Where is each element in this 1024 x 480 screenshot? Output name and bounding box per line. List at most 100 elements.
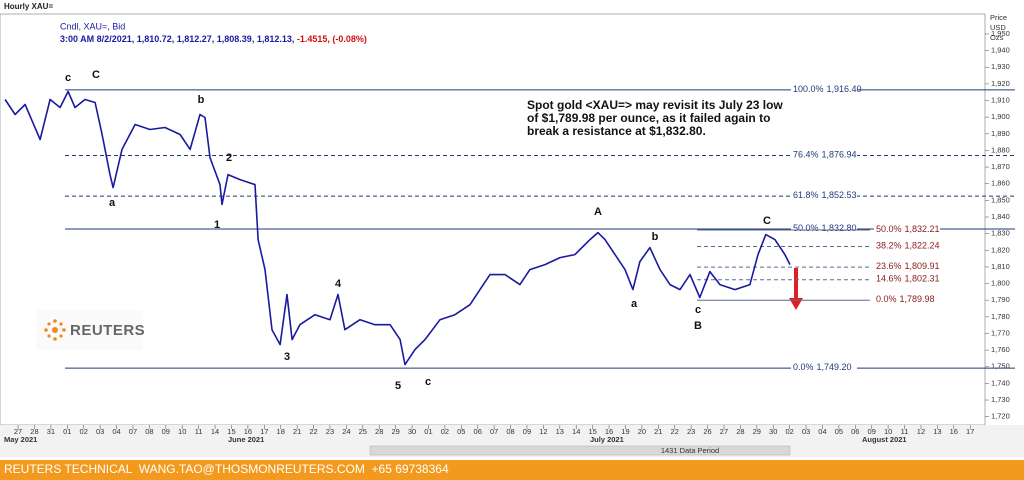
wave-label: 4 bbox=[335, 278, 342, 290]
x-tick-label: 16 bbox=[244, 427, 252, 436]
fib-label: 0.0% 1,749.20 bbox=[793, 362, 852, 372]
data-period-bar bbox=[369, 445, 791, 456]
fib-label: 100.0% 1,916.40 bbox=[793, 84, 862, 94]
wave-label: 1 bbox=[214, 219, 220, 231]
x-tick-label: 05 bbox=[835, 427, 843, 436]
fib-price: 1,802.31 bbox=[905, 274, 940, 284]
x-tick-label: 08 bbox=[506, 427, 514, 436]
fib-pct: 76.4% bbox=[793, 150, 819, 160]
x-tick-label: 08 bbox=[145, 427, 153, 436]
x-tick-label: 20 bbox=[638, 427, 646, 436]
wave-label: b bbox=[652, 231, 659, 243]
legend-quote-values: 3:00 AM 8/2/2021, 1,810.72, 1,812.27, 1,… bbox=[60, 34, 294, 44]
fib-pct: 0.0% bbox=[793, 362, 814, 372]
x-tick-label: 28 bbox=[30, 427, 38, 436]
x-tick-label: 22 bbox=[309, 427, 317, 436]
y-tick-label: 1,800 bbox=[991, 279, 1010, 288]
y-tick-label: 1,930 bbox=[991, 62, 1010, 71]
legend-quote: 3:00 AM 8/2/2021, 1,810.72, 1,812.27, 1,… bbox=[60, 34, 367, 44]
fib-pct: 61.8% bbox=[793, 191, 819, 201]
x-tick-label: 21 bbox=[293, 427, 301, 436]
x-tick-label: 28 bbox=[736, 427, 744, 436]
x-tick-label: 25 bbox=[359, 427, 367, 436]
y-tick-label: 1,880 bbox=[991, 145, 1010, 154]
x-tick-label: 05 bbox=[457, 427, 465, 436]
wave-label: b bbox=[198, 94, 205, 106]
fib-price: 1,852.53 bbox=[822, 191, 857, 201]
wave-label: a bbox=[109, 197, 116, 209]
fib-label: 50.0% 1,832.80 bbox=[793, 223, 857, 233]
x-tick-label: 23 bbox=[687, 427, 695, 436]
x-tick-label: 13 bbox=[933, 427, 941, 436]
fib-pct: 100.0% bbox=[793, 84, 824, 94]
y-tick-label: 1,780 bbox=[991, 312, 1010, 321]
x-tick-label: 30 bbox=[408, 427, 416, 436]
wave-label: 5 bbox=[395, 380, 401, 392]
y-tick-label: 1,870 bbox=[991, 162, 1010, 171]
x-tick-label: 27 bbox=[14, 427, 22, 436]
x-tick-label: 21 bbox=[654, 427, 662, 436]
x-tick-label: 31 bbox=[47, 427, 55, 436]
x-tick-label: 24 bbox=[342, 427, 350, 436]
x-tick-label: 07 bbox=[490, 427, 498, 436]
y-tick-label: 1,940 bbox=[991, 46, 1010, 55]
logo-dots bbox=[44, 319, 66, 341]
x-tick-label: 11 bbox=[195, 427, 203, 436]
x-tick-label: 19 bbox=[621, 427, 629, 436]
x-tick-label: 12 bbox=[539, 427, 547, 436]
fib-label-bg bbox=[791, 362, 857, 374]
legend-title: Cndl, XAU=, Bid bbox=[60, 21, 125, 31]
price-line bbox=[4, 90, 791, 366]
y-axis-label: USD bbox=[990, 23, 1006, 32]
fib-label-bg bbox=[874, 273, 940, 285]
x-tick-label: 22 bbox=[671, 427, 679, 436]
x-tick-label: 02 bbox=[441, 427, 449, 436]
fib-pct: 38.2% bbox=[876, 241, 902, 251]
fib-label-bg bbox=[791, 83, 857, 95]
fib-price: 1,809.91 bbox=[905, 261, 940, 271]
fib-pct: 23.6% bbox=[876, 261, 902, 271]
fib-pct: 14.6% bbox=[876, 274, 902, 284]
x-tick-label: 12 bbox=[917, 427, 925, 436]
x-tick-label: 26 bbox=[703, 427, 711, 436]
wave-label: C bbox=[92, 69, 100, 81]
fib-price: 1,832.80 bbox=[822, 223, 857, 233]
y-tick-label: 1,950 bbox=[991, 29, 1010, 38]
wave-label: a bbox=[631, 298, 638, 310]
month-label: August 2021 bbox=[862, 435, 907, 444]
fib-pct: 50.0% bbox=[793, 223, 819, 233]
fib-price: 1,832.21 bbox=[905, 224, 940, 234]
y-tick-label: 1,910 bbox=[991, 96, 1010, 105]
x-tick-label: 29 bbox=[753, 427, 761, 436]
fib-pct: 0.0% bbox=[876, 295, 897, 305]
x-tick-label: 03 bbox=[802, 427, 810, 436]
fib-price: 1,749.20 bbox=[817, 362, 852, 372]
y-tick-label: 1,840 bbox=[991, 212, 1010, 221]
fib-label: 50.0% 1,832.21 bbox=[876, 224, 940, 234]
x-tick-label: 06 bbox=[474, 427, 482, 436]
month-label: July 2021 bbox=[590, 435, 624, 444]
fib-label-bg bbox=[791, 149, 857, 161]
fib-label: 61.8% 1,852.53 bbox=[793, 191, 857, 201]
y-axis-label: Ozs bbox=[990, 33, 1004, 42]
annotation: of $1,789.98 per ounce, as it failed aga… bbox=[527, 111, 770, 125]
x-tick-label: 09 bbox=[868, 427, 876, 436]
y-tick-label: 1,820 bbox=[991, 245, 1010, 254]
x-tick-label: 17 bbox=[260, 427, 268, 436]
footer: REUTERS TECHNICAL WANG.TAO@THOSMONREUTER… bbox=[4, 462, 449, 476]
y-tick-label: 1,720 bbox=[991, 412, 1010, 421]
y-tick-label: 1,860 bbox=[991, 179, 1010, 188]
y-tick-label: 1,790 bbox=[991, 295, 1010, 304]
y-tick-label: 1,810 bbox=[991, 262, 1010, 271]
logo: REUTERS bbox=[36, 310, 145, 350]
month-label: May 2021 bbox=[4, 435, 37, 444]
fib-label: 0.0% 1,789.98 bbox=[876, 295, 935, 305]
y-tick-label: 1,760 bbox=[991, 345, 1010, 354]
x-tick-label: 09 bbox=[523, 427, 531, 436]
y-tick-label: 1,740 bbox=[991, 378, 1010, 387]
x-tick-label: 28 bbox=[375, 427, 383, 436]
x-tick-label: 14 bbox=[211, 427, 219, 436]
x-tick-label: 07 bbox=[129, 427, 137, 436]
fib-pct: 50.0% bbox=[876, 224, 902, 234]
fib-label: 14.6% 1,802.31 bbox=[876, 274, 940, 284]
